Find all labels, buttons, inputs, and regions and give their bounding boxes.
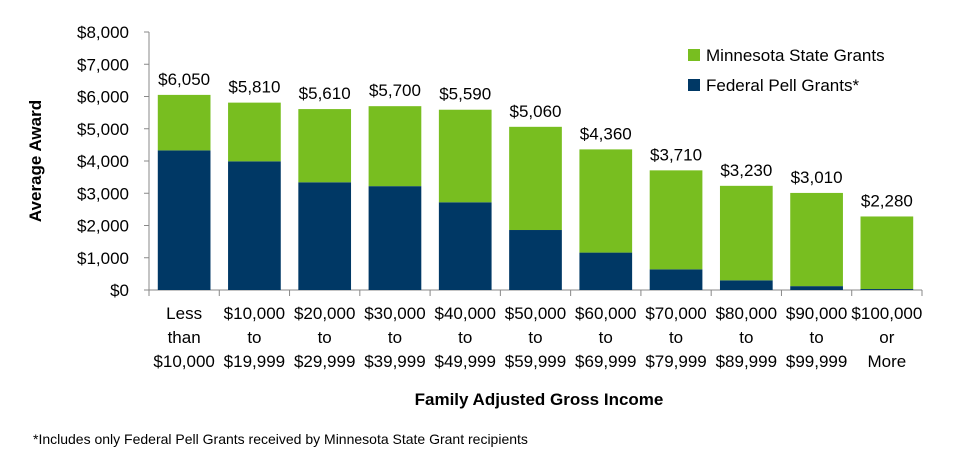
bar-segment-minnesota-state xyxy=(438,109,492,203)
y-tick-label: $6,000 xyxy=(77,88,129,107)
x-tick-label: $39,999 xyxy=(364,352,425,371)
bar-total-label: $2,280 xyxy=(861,191,913,210)
bar-total-label: $6,050 xyxy=(158,70,210,89)
x-tick-labels: Less than $10,000 $10,000 to $19,999 $20,000 to… xyxy=(153,304,922,371)
x-axis xyxy=(148,289,923,296)
x-tick-label: $99,999 xyxy=(786,352,847,371)
x-tick-label: to xyxy=(739,328,753,347)
bar-total-label: $5,610 xyxy=(299,84,351,103)
x-tick-label: to xyxy=(669,328,683,347)
legend-swatch xyxy=(688,79,700,91)
x-tick-label: $89,999 xyxy=(716,352,777,371)
x-tick-label: to xyxy=(247,328,261,347)
x-tick-label: to xyxy=(599,328,613,347)
bar-segment-federal-pell xyxy=(438,202,492,290)
bar-segment-federal-pell xyxy=(368,186,422,290)
bar-total-label: $3,230 xyxy=(720,161,772,180)
y-tick-label: $0 xyxy=(110,281,129,300)
legend-swatch xyxy=(688,49,700,61)
x-tick-label: $60,000 xyxy=(575,304,636,323)
y-tick-label: $8,000 xyxy=(77,23,129,42)
x-tick-label: $29,999 xyxy=(294,352,355,371)
x-tick-label: More xyxy=(867,352,906,371)
x-tick-label: or xyxy=(879,328,894,347)
bar-segment-federal-pell xyxy=(790,286,843,290)
total-labels: $6,050 $5,810 $5,610 $5,700 $5,590 $5,060 $4,3… xyxy=(158,70,913,211)
bar-total-label: $5,590 xyxy=(439,85,491,104)
x-tick-label: $10,000 xyxy=(224,304,285,323)
y-axis: $0 $1,000 $2,000 $3,000 $4,000 $5,000 $6,000 $7… xyxy=(77,23,150,300)
x-tick-label: $19,999 xyxy=(224,352,285,371)
bar-segment-minnesota-state xyxy=(860,216,914,290)
y-tick-label: $5,000 xyxy=(77,120,129,139)
bar-total-label: $3,010 xyxy=(791,168,843,187)
x-tick-label: $59,999 xyxy=(505,352,566,371)
x-tick-label: $40,000 xyxy=(435,304,496,323)
bar-segment-minnesota-state xyxy=(649,170,703,270)
bar-segment-minnesota-state xyxy=(157,94,211,151)
bar-segment-federal-pell xyxy=(509,230,562,290)
y-tick-label: $2,000 xyxy=(77,217,129,236)
x-tick-label: $50,000 xyxy=(505,304,566,323)
bar-total-label: $3,710 xyxy=(650,145,702,164)
x-tick-label: to xyxy=(388,328,402,347)
x-axis-title: Family Adjusted Gross Income xyxy=(415,390,664,409)
bars xyxy=(157,94,914,290)
bar-total-label: $5,700 xyxy=(369,81,421,100)
footnote: *Includes only Federal Pell Grants recei… xyxy=(33,431,528,447)
y-tick-label: $4,000 xyxy=(77,152,129,171)
bar-segment-federal-pell xyxy=(649,269,703,290)
bar-segment-federal-pell xyxy=(860,289,914,290)
y-tick-label: $1,000 xyxy=(77,249,129,268)
bar-total-label: $5,060 xyxy=(510,102,562,121)
bar-segment-minnesota-state xyxy=(509,126,562,231)
x-tick-label: to xyxy=(458,328,472,347)
x-tick-label: $79,999 xyxy=(645,352,706,371)
x-tick-label: Less xyxy=(166,304,202,323)
x-tick-label: to xyxy=(528,328,542,347)
x-tick-label: $90,000 xyxy=(786,304,847,323)
x-tick-label: $100,000 xyxy=(851,304,922,323)
x-tick-label: $20,000 xyxy=(294,304,355,323)
bar-segment-minnesota-state xyxy=(579,149,633,253)
x-tick-label: $30,000 xyxy=(364,304,425,323)
legend-label: Minnesota State Grants xyxy=(706,46,885,65)
y-tick-label: $7,000 xyxy=(77,55,129,74)
x-tick-label: $10,000 xyxy=(153,352,214,371)
legend-label: Federal Pell Grants* xyxy=(706,76,859,95)
x-tick-label: than xyxy=(168,328,201,347)
bar-segment-federal-pell xyxy=(719,280,773,290)
x-tick-label: to xyxy=(318,328,332,347)
x-tick-label: $49,999 xyxy=(435,352,496,371)
legend: Minnesota State Grants Federal Pell Grant… xyxy=(688,46,885,95)
bar-segment-minnesota-state xyxy=(719,185,773,281)
bar-segment-minnesota-state xyxy=(368,106,422,187)
bar-segment-minnesota-state xyxy=(228,102,281,162)
bar-segment-federal-pell xyxy=(228,161,281,290)
x-tick-label: $80,000 xyxy=(716,304,777,323)
x-tick-label: $69,999 xyxy=(575,352,636,371)
y-tick-label: $3,000 xyxy=(77,184,129,203)
bar-segment-minnesota-state xyxy=(790,192,843,287)
bar-segment-minnesota-state xyxy=(298,109,352,183)
bar-total-label: $4,360 xyxy=(580,124,632,143)
x-tick-label: $70,000 xyxy=(645,304,706,323)
bar-segment-federal-pell xyxy=(298,182,352,290)
bar-total-label: $5,810 xyxy=(228,78,280,97)
bar-segment-federal-pell xyxy=(157,150,211,290)
bar-segment-federal-pell xyxy=(579,252,633,290)
x-tick-label: to xyxy=(809,328,823,347)
y-axis-title: Average Award xyxy=(26,100,45,222)
